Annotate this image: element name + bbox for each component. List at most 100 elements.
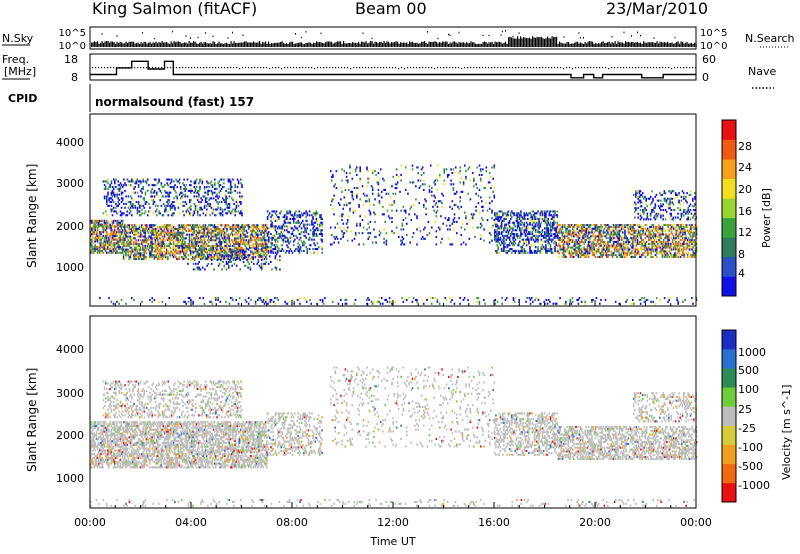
data-cell: [234, 249, 237, 252]
data-cell: [158, 233, 160, 236]
data-cell: [507, 233, 510, 236]
noise-sky-point: [599, 43, 601, 47]
data-cell: [531, 210, 534, 213]
noise-sky-point: [370, 41, 372, 47]
data-cell: [272, 210, 274, 213]
data-cell: [118, 221, 120, 224]
data-cell: [191, 226, 193, 229]
noise-sky-point: [122, 43, 124, 47]
data-cell: [316, 229, 319, 232]
noise-sky-point: [260, 43, 262, 47]
nave-point: [629, 67, 631, 69]
noise-sky-point: [296, 42, 298, 47]
data-cell: [170, 178, 173, 181]
noise-sky-point: [541, 37, 543, 47]
data-cell: [512, 229, 514, 232]
data-cell: [234, 237, 236, 240]
data-cell: [549, 221, 552, 224]
data-cell: [225, 202, 227, 205]
data-cell: [519, 251, 521, 254]
data-cell: [113, 234, 116, 237]
data-cell: [582, 233, 584, 236]
data-cell: [104, 248, 107, 251]
data-cell: [193, 195, 196, 198]
data-cell: [267, 240, 270, 243]
data-cell: [528, 231, 530, 234]
data-cell: [546, 251, 548, 254]
data-cell: [198, 201, 200, 204]
data-cell: [117, 240, 119, 243]
data-cell: [266, 217, 269, 220]
data-cell: [512, 249, 514, 252]
data-cell: [237, 180, 240, 183]
data-cell: [142, 186, 144, 189]
data-cell: [266, 258, 268, 261]
data-cell: [579, 255, 582, 258]
data-cell: [292, 217, 295, 220]
data-cell: [482, 168, 484, 171]
data-cell: [192, 226, 194, 229]
data-cell: [111, 195, 114, 198]
noise-sky-point: [313, 42, 315, 47]
data-cell: [127, 195, 130, 198]
data-cell: [568, 250, 571, 253]
data-cell: [102, 242, 105, 245]
data-cell: [473, 213, 475, 216]
data-cell: [436, 205, 439, 208]
data-cell: [560, 229, 563, 232]
data-cell: [539, 217, 542, 220]
data-cell: [274, 212, 277, 215]
data-cell: [532, 236, 535, 239]
data-cell: [563, 237, 566, 240]
nave-point: [662, 67, 664, 69]
data-cell: [271, 221, 273, 224]
data-cell: [491, 239, 493, 242]
data-cell: [139, 252, 142, 255]
data-cell: [262, 246, 265, 249]
data-cell: [567, 246, 569, 249]
data-cell: [275, 231, 278, 234]
data-cell: [180, 256, 183, 259]
data-cell: [260, 249, 263, 252]
data-cell: [136, 229, 139, 232]
data-cell: [204, 197, 207, 200]
data-cell: [175, 195, 177, 198]
data-cell: [138, 254, 141, 257]
data-cell: [533, 227, 536, 230]
nave-point: [545, 67, 547, 69]
data-cell: [378, 202, 381, 205]
data-cell: [217, 182, 219, 185]
data-cell: [229, 226, 232, 229]
data-cell: [104, 223, 107, 226]
data-cell: [104, 234, 107, 237]
data-cell: [103, 229, 106, 232]
noise-sky-point: [412, 41, 414, 47]
data-cell: [424, 237, 426, 240]
data-cell: [130, 252, 133, 255]
data-cell: [192, 262, 195, 265]
data-cell: [507, 210, 510, 213]
noise-sky-point: [670, 42, 672, 47]
data-cell: [259, 229, 261, 232]
nave-point: [587, 67, 589, 69]
data-cell: [482, 209, 484, 212]
data-cell: [366, 166, 368, 169]
noise-sky-point: [253, 41, 255, 47]
data-cell: [210, 246, 212, 249]
data-cell: [199, 214, 201, 217]
data-cell: [206, 231, 209, 234]
data-cell: [123, 202, 125, 205]
noise-sky-point: [475, 43, 477, 47]
data-cell: [468, 166, 471, 169]
data-cell: [316, 242, 319, 245]
data-cell: [227, 254, 229, 257]
data-cell: [393, 232, 396, 235]
data-cell: [210, 184, 213, 187]
noise-sky-point: [281, 41, 283, 47]
data-cell: [134, 224, 136, 227]
data-cell: [574, 244, 576, 247]
data-cell: [220, 224, 223, 227]
noise-search-point: [674, 36, 676, 39]
data-cell: [286, 216, 288, 219]
data-cell: [499, 238, 502, 241]
